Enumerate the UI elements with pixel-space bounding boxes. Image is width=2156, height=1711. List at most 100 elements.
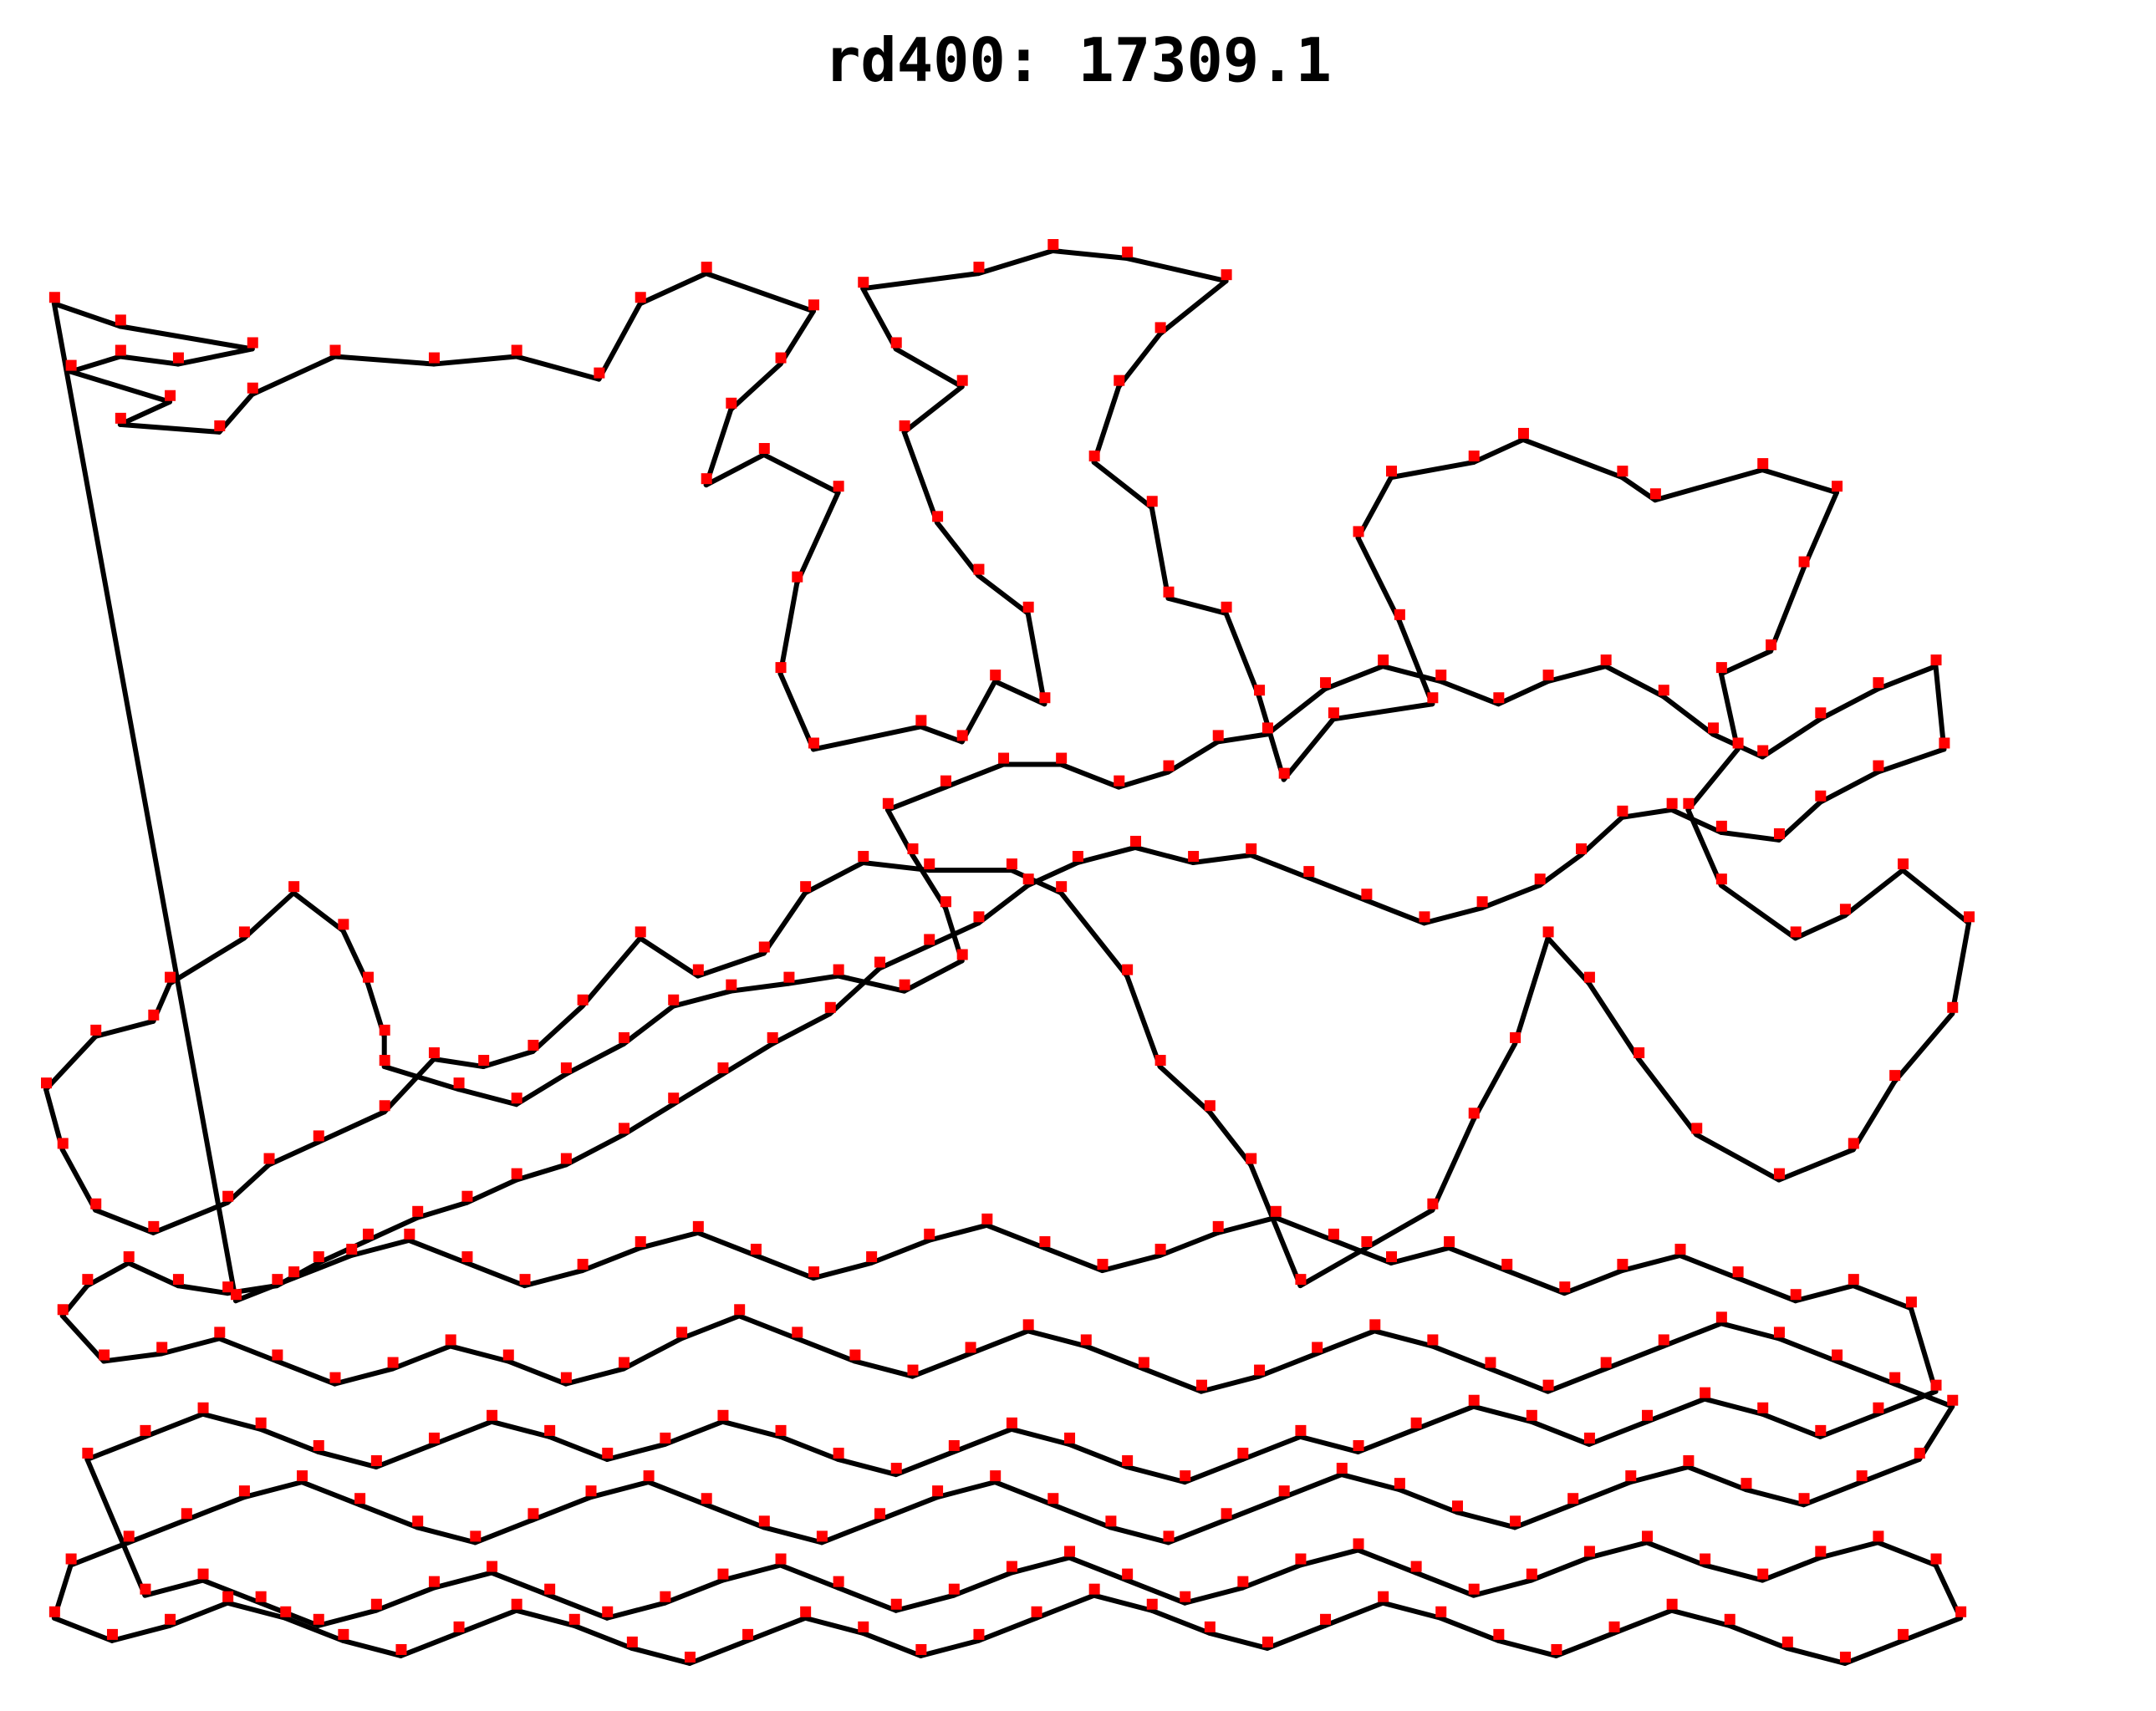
city-point: [956, 374, 968, 386]
tour-edge: [579, 935, 643, 1009]
tour-edge: [431, 354, 519, 367]
tour-edge: [513, 354, 602, 382]
city-point: [717, 1062, 729, 1074]
city-point: [660, 1432, 671, 1444]
city-point: [172, 352, 184, 364]
city-point: [1526, 1409, 1537, 1421]
city-point: [362, 1228, 374, 1240]
tour-edge: [835, 1456, 899, 1478]
city-point: [1221, 601, 1232, 613]
tour-edge: [225, 1600, 288, 1621]
tour-edge: [1116, 769, 1171, 790]
city-point: [1056, 752, 1068, 764]
city-point: [528, 1508, 539, 1520]
city-point: [1815, 790, 1827, 802]
city-point: [445, 1334, 456, 1346]
city-point: [676, 1327, 688, 1338]
tour-edge: [777, 1562, 841, 1591]
tour-edge: [1875, 1540, 1939, 1568]
city-point: [48, 292, 60, 303]
city-point: [1583, 1432, 1595, 1444]
city-point: [1369, 1319, 1381, 1331]
city-point: [808, 299, 820, 311]
tour-edge: [901, 384, 965, 435]
city-point: [1856, 1470, 1868, 1482]
city-point: [1394, 609, 1405, 620]
tour-edge: [1660, 694, 1715, 737]
tour-edge: [1760, 716, 1823, 760]
city-point: [1832, 481, 1843, 492]
city-point: [932, 511, 944, 522]
tour-edge: [315, 1607, 379, 1628]
city-point: [1700, 1387, 1711, 1398]
city-point: [577, 994, 589, 1006]
city-point: [1154, 1055, 1166, 1067]
tour-edge: [43, 1033, 99, 1092]
tour-edge: [637, 935, 701, 979]
city-point: [948, 1439, 960, 1451]
tour-edge: [349, 1237, 412, 1258]
city-point: [379, 1100, 390, 1112]
tour-edge: [266, 1139, 321, 1168]
tour-edge: [51, 301, 239, 1304]
tour-edge: [637, 271, 709, 307]
tour-edge: [811, 1260, 874, 1281]
tour-edge: [720, 1041, 775, 1077]
city-point: [1510, 1031, 1521, 1043]
tour-edge: [142, 1577, 206, 1598]
tour-edge: [777, 671, 817, 752]
tour-edge: [976, 573, 1031, 616]
tour-edge: [1108, 1525, 1171, 1546]
tour-edge: [1950, 920, 1971, 1016]
city-point: [197, 1402, 209, 1413]
tour-edge: [1735, 1276, 1798, 1304]
city-point: [57, 1304, 69, 1316]
tour-edge: [1198, 1373, 1262, 1394]
tour-edge: [1512, 1502, 1576, 1530]
tour-edge: [1842, 1637, 1906, 1666]
tour-edge: [456, 1607, 519, 1636]
tour-edge: [1487, 1366, 1551, 1394]
city-point: [329, 344, 341, 356]
tour-edge: [1190, 852, 1254, 866]
city-point: [726, 979, 737, 990]
city-point: [1674, 1243, 1686, 1255]
city-point: [1451, 1500, 1463, 1512]
tour-edge: [1520, 436, 1625, 481]
tour-edge: [803, 860, 866, 896]
city-point: [1088, 451, 1100, 462]
city-point: [1468, 451, 1480, 462]
city-point: [626, 1636, 638, 1647]
city-point: [1757, 1402, 1769, 1413]
tour-edge: [1776, 1147, 1856, 1183]
tour-edge: [291, 1252, 354, 1281]
city-point: [1427, 1334, 1439, 1346]
city-point: [874, 1508, 885, 1520]
city-point: [1353, 526, 1364, 537]
tour-edge: [522, 1268, 585, 1289]
city-point: [412, 1515, 424, 1527]
city-point: [750, 1243, 762, 1255]
city-point: [272, 1274, 283, 1286]
tour-edge: [703, 1502, 767, 1530]
tour-edge: [1413, 1570, 1476, 1598]
tour-edge: [818, 1517, 882, 1546]
city-point: [1386, 466, 1398, 477]
tour-edge: [1718, 829, 1781, 843]
tour-edge: [84, 1260, 131, 1289]
city-point: [1773, 1327, 1785, 1338]
city-point: [1394, 1478, 1405, 1489]
tour-edge: [1264, 686, 1328, 737]
city-point: [379, 1055, 390, 1067]
city-point: [618, 1123, 629, 1134]
tour-edge: [1323, 664, 1386, 692]
city-point: [981, 1213, 993, 1225]
city-point: [1122, 1568, 1134, 1580]
tour-edge: [142, 1411, 206, 1439]
city-point: [775, 662, 787, 674]
tour-edge: [852, 1358, 915, 1379]
city-point: [1773, 1168, 1785, 1179]
tour-edge: [1206, 1630, 1270, 1651]
city-point: [1848, 1274, 1859, 1286]
